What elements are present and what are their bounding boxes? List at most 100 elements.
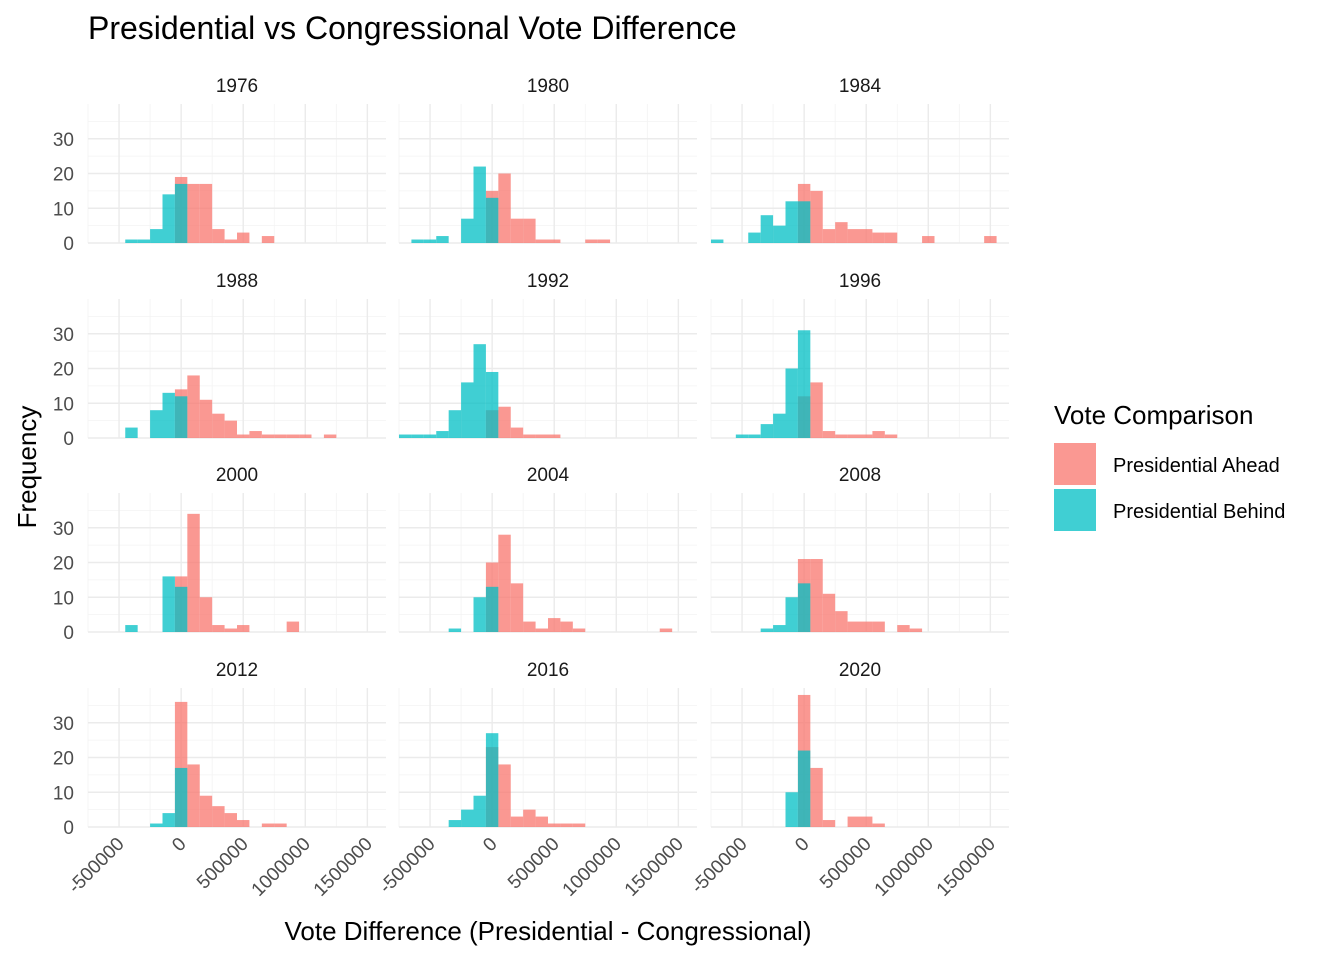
bar-presidential-behind <box>760 424 774 438</box>
bar-presidential-ahead <box>922 236 935 243</box>
bar-presidential-ahead <box>237 625 250 632</box>
bar-presidential-behind <box>125 427 138 438</box>
bar-presidential-behind <box>785 368 798 438</box>
bar-presidential-behind <box>125 625 138 632</box>
bar-presidential-ahead <box>187 375 200 438</box>
bar-presidential-behind <box>785 201 798 243</box>
x-tick-label: 1500000 <box>621 834 688 901</box>
bar-presidential-behind <box>137 239 151 243</box>
bar-presidential-ahead <box>822 431 836 438</box>
bar-presidential-ahead <box>860 434 873 438</box>
bar-presidential-behind <box>411 239 424 243</box>
bar-presidential-ahead <box>199 183 213 243</box>
facet-panel-2004: 2004 <box>398 465 697 633</box>
bar-presidential-behind <box>748 232 761 243</box>
x-tick-label: 1500000 <box>933 834 1000 901</box>
facet-panel-2000: 2000 0 10 20 30 <box>53 465 386 644</box>
y-tick-label: 10 <box>53 199 74 220</box>
bar-presidential-ahead <box>872 431 885 438</box>
bar-presidential-ahead <box>510 218 524 243</box>
bar-presidential-ahead <box>847 229 860 243</box>
bar-presidential-ahead <box>510 816 524 827</box>
legend-title: Vote Comparison <box>1054 400 1253 430</box>
bar-presidential-behind <box>485 733 499 827</box>
bar-presidential-behind <box>461 382 474 438</box>
bar-presidential-ahead <box>224 420 237 438</box>
bar-presidential-behind <box>150 823 163 827</box>
bar-presidential-ahead <box>535 239 548 243</box>
facet-label: 1992 <box>527 271 569 292</box>
bar-presidential-behind <box>162 194 175 243</box>
bar-presidential-behind <box>125 239 138 243</box>
bar-presidential-ahead <box>199 597 213 632</box>
bar-presidential-ahead <box>323 434 337 438</box>
y-tick-label: 20 <box>53 749 74 770</box>
y-tick-label: 10 <box>53 394 74 415</box>
bar-presidential-ahead <box>199 399 213 438</box>
bar-presidential-behind <box>436 431 449 438</box>
facet-label: 1984 <box>839 76 882 97</box>
bar-presidential-behind <box>473 344 486 438</box>
bar-presidential-behind <box>448 820 462 827</box>
bar-presidential-ahead <box>274 823 287 827</box>
facet-panels: 1976 0 10 20 30 1980 1984 1988 0 10 20 30 1992 1996 20… <box>53 76 1009 901</box>
x-tick-label: 0 <box>791 834 813 856</box>
bar-presidential-ahead <box>872 823 885 827</box>
facet-label: 2000 <box>216 465 258 486</box>
bar-presidential-ahead <box>597 239 611 243</box>
bar-presidential-ahead <box>187 513 200 632</box>
bar-presidential-behind <box>174 396 188 438</box>
bar-presidential-behind <box>174 586 188 632</box>
facet-label: 1996 <box>839 271 881 292</box>
bar-presidential-behind <box>485 371 499 438</box>
bar-presidential-ahead <box>860 621 873 632</box>
bar-presidential-ahead <box>560 621 573 632</box>
bar-presidential-ahead <box>286 434 300 438</box>
bar-presidential-ahead <box>822 820 836 827</box>
facet-panel-1996: 1996 <box>710 271 1009 439</box>
bar-presidential-ahead <box>847 816 860 827</box>
y-tick-label: 10 <box>53 783 74 804</box>
bar-presidential-ahead <box>212 229 225 243</box>
x-tick-label: -500000 <box>375 834 439 898</box>
bar-presidential-ahead <box>884 434 898 438</box>
legend-label: Presidential Behind <box>1113 501 1285 523</box>
bar-presidential-behind <box>748 434 761 438</box>
bar-presidential-ahead <box>835 611 848 632</box>
y-tick-label: 0 <box>63 818 74 839</box>
bar-presidential-ahead <box>572 628 586 632</box>
bar-presidential-behind <box>448 628 462 632</box>
facet-panel-1976: 1976 0 10 20 30 <box>53 76 386 255</box>
bar-presidential-ahead <box>187 183 200 243</box>
bar-presidential-ahead <box>847 434 860 438</box>
bar-presidential-ahead <box>498 534 511 632</box>
bar-presidential-ahead <box>872 621 885 632</box>
y-axis-title: Frequency <box>12 406 42 529</box>
bar-presidential-ahead <box>237 434 250 438</box>
bar-presidential-behind <box>485 197 499 243</box>
bar-presidential-ahead <box>224 239 237 243</box>
bar-presidential-ahead <box>224 628 237 632</box>
bar-presidential-ahead <box>237 820 250 827</box>
bar-presidential-ahead <box>523 434 536 438</box>
facet-panel-1988: 1988 0 10 20 30 <box>53 271 386 450</box>
bar-presidential-ahead <box>810 382 823 438</box>
facet-label: 1976 <box>216 76 258 97</box>
bar-presidential-ahead <box>523 621 536 632</box>
bar-presidential-ahead <box>822 593 836 632</box>
y-tick-label: 30 <box>53 130 74 151</box>
bar-presidential-ahead <box>822 229 836 243</box>
bar-presidential-ahead <box>548 618 561 632</box>
bar-presidential-ahead <box>498 406 511 438</box>
facet-label: 1988 <box>216 271 258 292</box>
bar-presidential-behind <box>711 239 724 243</box>
legend-key <box>1054 443 1096 485</box>
bar-presidential-behind <box>473 166 486 243</box>
y-tick-label: 20 <box>53 165 74 186</box>
facet-panel-1980: 1980 <box>398 76 697 244</box>
bar-presidential-ahead <box>909 628 923 632</box>
bar-presidential-ahead <box>212 413 225 438</box>
bar-presidential-behind <box>773 413 786 438</box>
y-tick-label: 20 <box>53 554 74 575</box>
